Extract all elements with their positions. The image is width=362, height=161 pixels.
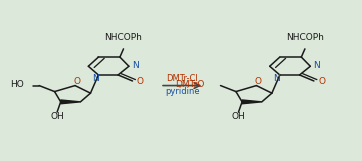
Text: DMTrO: DMTrO xyxy=(175,80,205,89)
Text: N: N xyxy=(132,61,139,70)
Text: O: O xyxy=(255,77,262,86)
Polygon shape xyxy=(61,100,80,104)
Text: pyridine: pyridine xyxy=(165,87,199,96)
Text: NHCOPh: NHCOPh xyxy=(105,33,143,42)
Text: O: O xyxy=(137,77,144,86)
Text: NHCOPh: NHCOPh xyxy=(286,33,324,42)
Text: O: O xyxy=(318,77,325,86)
Polygon shape xyxy=(242,100,262,104)
Text: O: O xyxy=(73,77,80,86)
Text: OH: OH xyxy=(232,112,245,121)
Text: N: N xyxy=(313,61,320,70)
Text: HO: HO xyxy=(10,80,24,89)
Text: OH: OH xyxy=(50,112,64,121)
Text: DMTr-Cl: DMTr-Cl xyxy=(166,74,198,83)
Text: N: N xyxy=(92,74,99,83)
Text: N: N xyxy=(274,74,280,83)
